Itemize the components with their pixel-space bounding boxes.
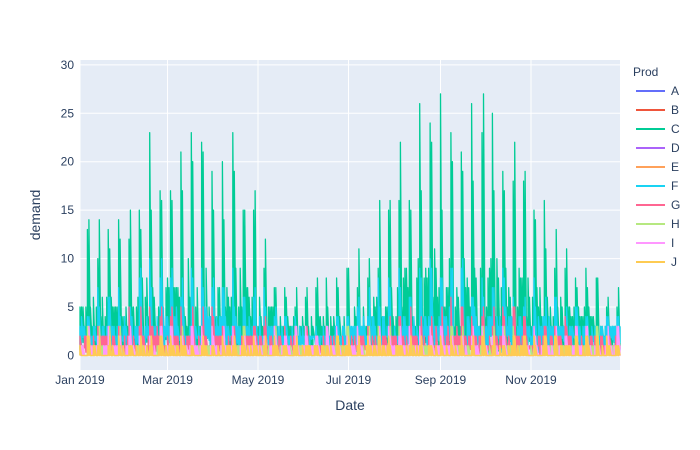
legend-item-I[interactable]: I [636, 236, 674, 250]
x-axis-ticks: Jan 2019 Mar 2019 May 2019 Jul 2019 Sep 2019… [55, 373, 557, 387]
x-tick-label: Nov 2019 [505, 373, 557, 387]
y-tick-label: 15 [61, 203, 75, 217]
y-tick-label: 0 [67, 348, 74, 362]
x-tick-label: May 2019 [232, 373, 285, 387]
legend-label: H [671, 217, 680, 231]
legend-label: C [671, 122, 680, 136]
x-tick-label: Mar 2019 [142, 373, 193, 387]
legend-item-H[interactable]: H [636, 217, 680, 231]
legend-item-A[interactable]: A [636, 84, 679, 98]
y-tick-label: 30 [61, 58, 75, 72]
legend-item-J[interactable]: J [636, 255, 677, 269]
series-line-J [79, 335, 621, 357]
y-tick-label: 5 [67, 300, 74, 314]
legend-item-B[interactable]: B [636, 103, 679, 117]
x-axis-title: Date [335, 397, 365, 413]
legend-item-F[interactable]: F [636, 179, 678, 193]
y-axis-title: demand [27, 190, 43, 241]
x-tick-label: Jul 2019 [326, 373, 372, 387]
legend-item-E[interactable]: E [636, 160, 679, 174]
legend-label: E [671, 160, 679, 174]
legend-item-G[interactable]: G [636, 198, 680, 212]
legend-item-C[interactable]: C [636, 122, 680, 136]
legend-label: G [671, 198, 680, 212]
y-tick-label: 25 [61, 106, 75, 120]
legend-label: J [671, 255, 677, 269]
series-layer [79, 93, 621, 357]
legend-label: B [671, 103, 679, 117]
legend-label: A [671, 84, 679, 98]
x-tick-label: Sep 2019 [415, 373, 467, 387]
legend-label: D [671, 141, 680, 155]
y-tick-label: 10 [61, 252, 75, 266]
y-tick-label: 20 [61, 155, 75, 169]
series-F [79, 257, 621, 357]
legend-item-D[interactable]: D [636, 141, 680, 155]
y-axis-ticks: 0 5 10 15 20 25 30 [61, 58, 75, 363]
series-line-F [79, 257, 621, 357]
series-J [79, 335, 621, 357]
legend-title: Prod [633, 65, 658, 79]
x-tick-label: Jan 2019 [55, 373, 105, 387]
legend-label: I [671, 236, 674, 250]
legend-label: F [671, 179, 678, 193]
